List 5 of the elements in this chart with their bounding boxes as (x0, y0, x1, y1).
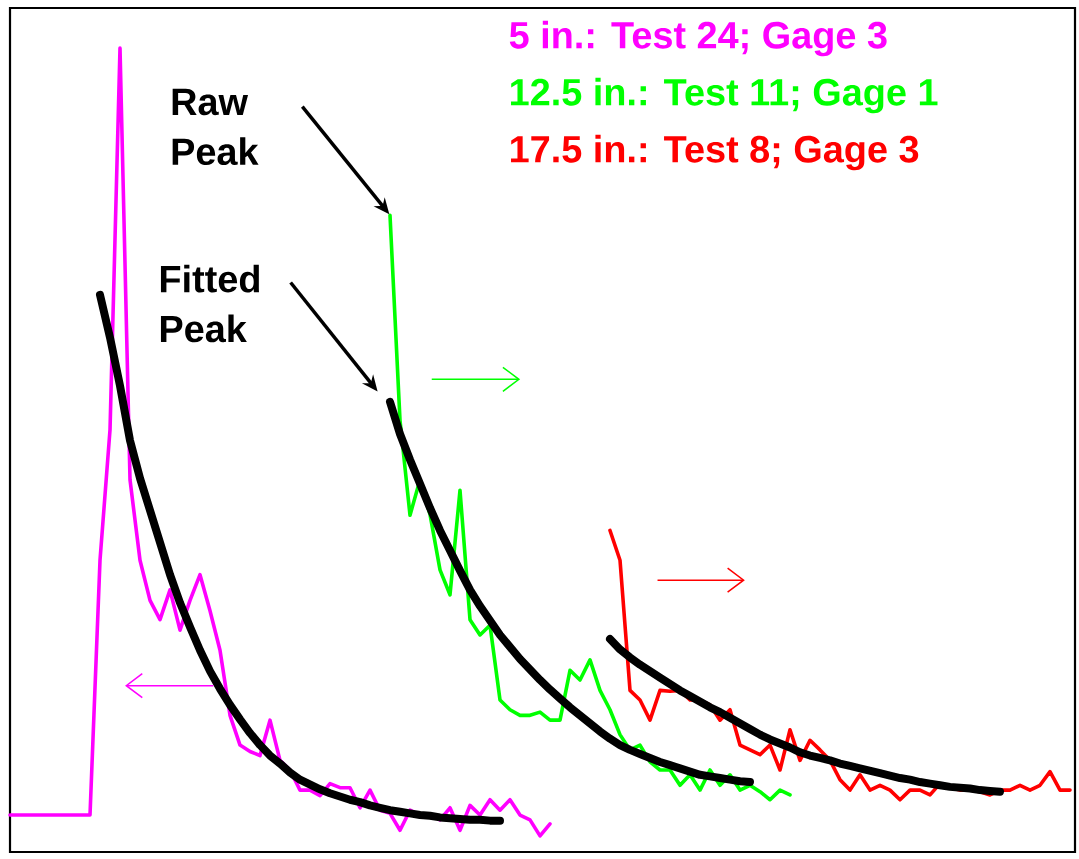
annotation: Raw Peak (172, 88, 259, 166)
text: 17.5 in.: Test 8; Gage 3 (511, 134, 919, 171)
text: 12.5 in.: Test 11; Gage 1 (511, 77, 938, 114)
annotation: Fitted Peak (160, 264, 259, 343)
text: 5 in.: Test 24; Gage 3 (509, 20, 887, 57)
